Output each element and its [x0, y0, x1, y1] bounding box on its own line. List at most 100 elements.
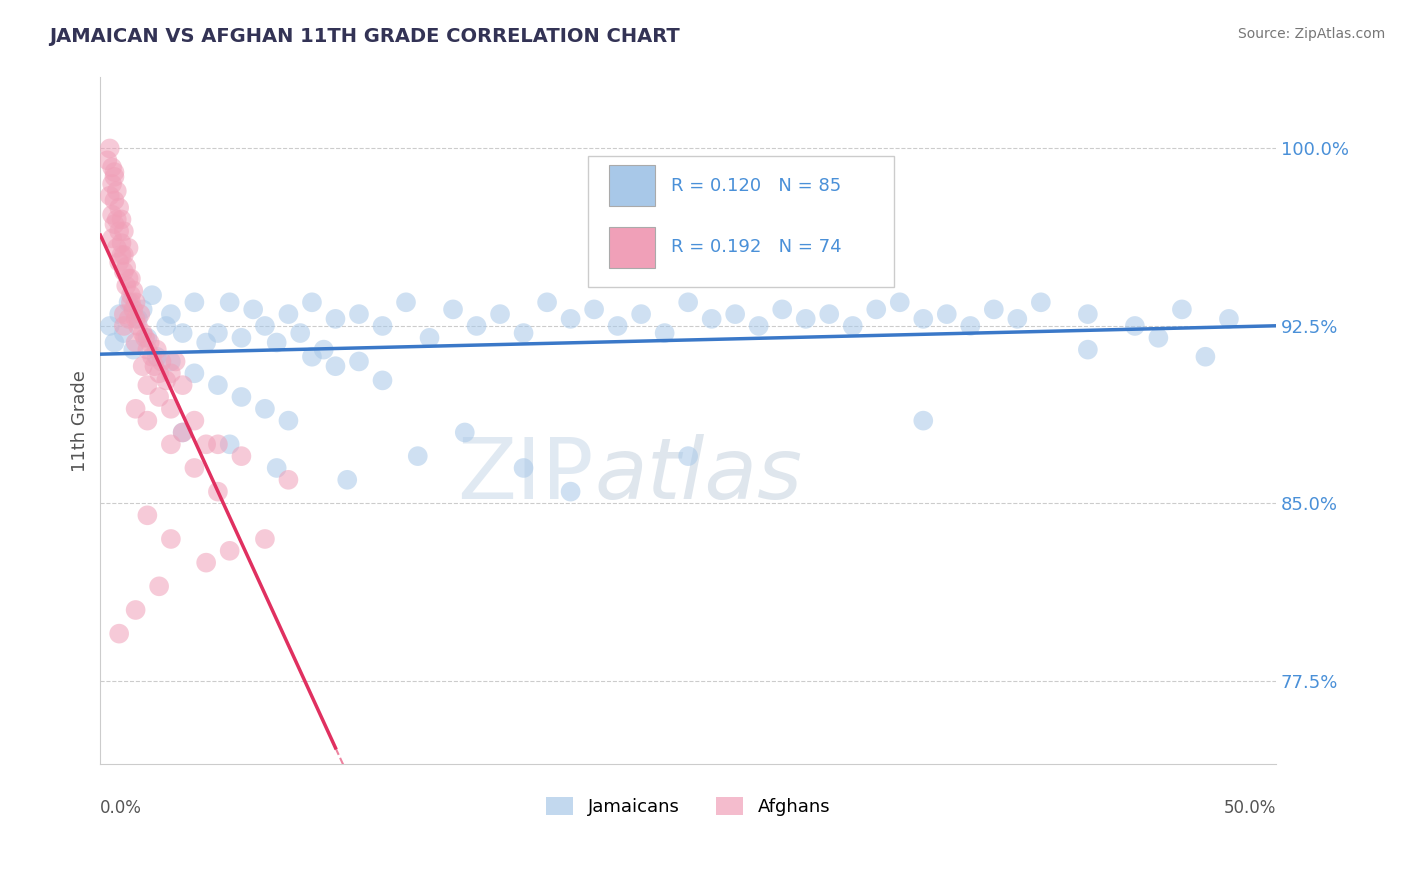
- Point: [122, 284, 145, 298]
- Point: [96, 153, 118, 168]
- Point: [512, 326, 534, 340]
- Point: [441, 302, 464, 317]
- Point: [336, 473, 359, 487]
- Point: [277, 473, 299, 487]
- Point: [183, 414, 205, 428]
- Point: [347, 354, 370, 368]
- Point: [371, 318, 394, 333]
- Point: [98, 141, 121, 155]
- Point: [231, 390, 253, 404]
- Point: [112, 318, 135, 333]
- Point: [325, 311, 347, 326]
- Point: [277, 307, 299, 321]
- Text: atlas: atlas: [595, 434, 801, 517]
- Point: [101, 177, 124, 191]
- Point: [108, 255, 131, 269]
- Point: [959, 318, 981, 333]
- Point: [1007, 311, 1029, 326]
- Point: [98, 318, 121, 333]
- Point: [108, 626, 131, 640]
- Point: [325, 359, 347, 374]
- Point: [115, 260, 138, 274]
- Legend: Jamaicans, Afghans: Jamaicans, Afghans: [538, 789, 837, 823]
- Point: [371, 373, 394, 387]
- Point: [172, 425, 194, 440]
- Point: [231, 331, 253, 345]
- Point: [700, 311, 723, 326]
- Point: [748, 318, 770, 333]
- Point: [218, 543, 240, 558]
- Point: [231, 449, 253, 463]
- Point: [172, 378, 194, 392]
- Point: [103, 335, 125, 350]
- Point: [912, 414, 935, 428]
- Point: [183, 366, 205, 380]
- Point: [347, 307, 370, 321]
- Point: [172, 326, 194, 340]
- Point: [983, 302, 1005, 317]
- Point: [136, 414, 159, 428]
- Point: [143, 359, 166, 374]
- Point: [148, 579, 170, 593]
- Point: [865, 302, 887, 317]
- Point: [312, 343, 335, 357]
- Point: [124, 295, 146, 310]
- Point: [124, 311, 146, 326]
- Point: [266, 461, 288, 475]
- Point: [127, 311, 149, 326]
- Point: [842, 318, 865, 333]
- Point: [150, 354, 173, 368]
- Point: [110, 212, 132, 227]
- Point: [266, 335, 288, 350]
- FancyBboxPatch shape: [609, 227, 655, 268]
- Point: [183, 461, 205, 475]
- Point: [724, 307, 747, 321]
- Point: [195, 437, 218, 451]
- Text: Source: ZipAtlas.com: Source: ZipAtlas.com: [1237, 27, 1385, 41]
- Point: [155, 318, 177, 333]
- Point: [155, 373, 177, 387]
- Point: [117, 295, 139, 310]
- Point: [207, 378, 229, 392]
- Point: [103, 169, 125, 184]
- Text: R = 0.192   N = 74: R = 0.192 N = 74: [671, 238, 841, 256]
- Point: [117, 311, 139, 326]
- Point: [112, 264, 135, 278]
- Point: [606, 318, 628, 333]
- Point: [1029, 295, 1052, 310]
- Point: [160, 366, 183, 380]
- Point: [101, 208, 124, 222]
- Point: [108, 224, 131, 238]
- Point: [160, 307, 183, 321]
- Point: [98, 188, 121, 202]
- Point: [290, 326, 312, 340]
- Point: [103, 194, 125, 208]
- Point: [1077, 343, 1099, 357]
- Point: [912, 311, 935, 326]
- Point: [160, 532, 183, 546]
- Point: [105, 212, 128, 227]
- Point: [136, 378, 159, 392]
- Point: [124, 335, 146, 350]
- Point: [127, 318, 149, 333]
- Point: [406, 449, 429, 463]
- Point: [195, 335, 218, 350]
- Point: [630, 307, 652, 321]
- Point: [418, 331, 440, 345]
- Point: [301, 350, 323, 364]
- Point: [160, 437, 183, 451]
- Point: [583, 302, 606, 317]
- FancyBboxPatch shape: [588, 156, 894, 287]
- Point: [122, 302, 145, 317]
- Point: [207, 484, 229, 499]
- Point: [1077, 307, 1099, 321]
- Text: JAMAICAN VS AFGHAN 11TH GRADE CORRELATION CHART: JAMAICAN VS AFGHAN 11TH GRADE CORRELATIO…: [49, 27, 681, 45]
- Point: [654, 326, 676, 340]
- Point: [889, 295, 911, 310]
- Text: 0.0%: 0.0%: [100, 799, 142, 817]
- Point: [136, 343, 159, 357]
- Point: [129, 307, 152, 321]
- Point: [112, 326, 135, 340]
- Point: [454, 425, 477, 440]
- Point: [218, 295, 240, 310]
